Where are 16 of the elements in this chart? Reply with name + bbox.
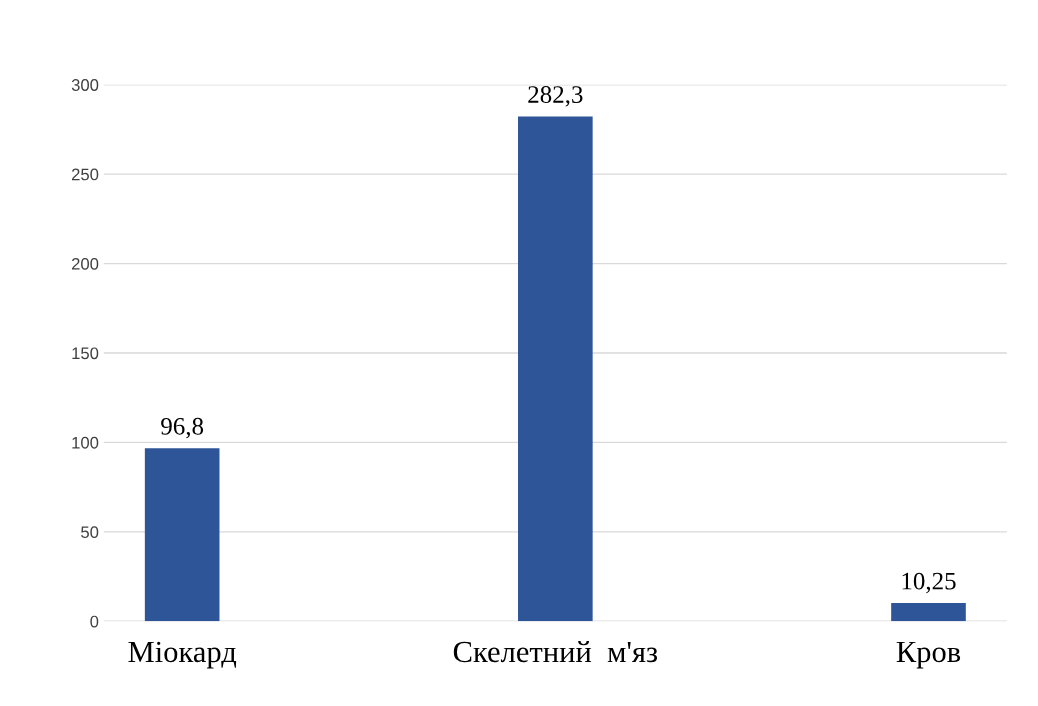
x-tick-label: Скелетний м'яз: [453, 641, 658, 663]
y-tick-label: 250: [71, 168, 99, 181]
y-tick-label: 0: [90, 615, 99, 628]
x-tick-label: Міокард: [128, 641, 237, 669]
y-tick-label: 150: [72, 347, 99, 360]
bar: [891, 602, 966, 622]
data-label: 96,8: [161, 417, 204, 439]
x-tick-label: Кров: [896, 641, 961, 669]
data-label: 282,3: [528, 86, 583, 107]
bar: [518, 116, 593, 622]
y-tick-label: 50: [81, 526, 99, 539]
data-label: 10,25: [902, 572, 956, 594]
y-tick-label: 300: [71, 79, 99, 91]
y-tick-label: 200: [71, 257, 99, 270]
y-tick-label: 100: [72, 436, 99, 449]
bar: [144, 448, 220, 622]
